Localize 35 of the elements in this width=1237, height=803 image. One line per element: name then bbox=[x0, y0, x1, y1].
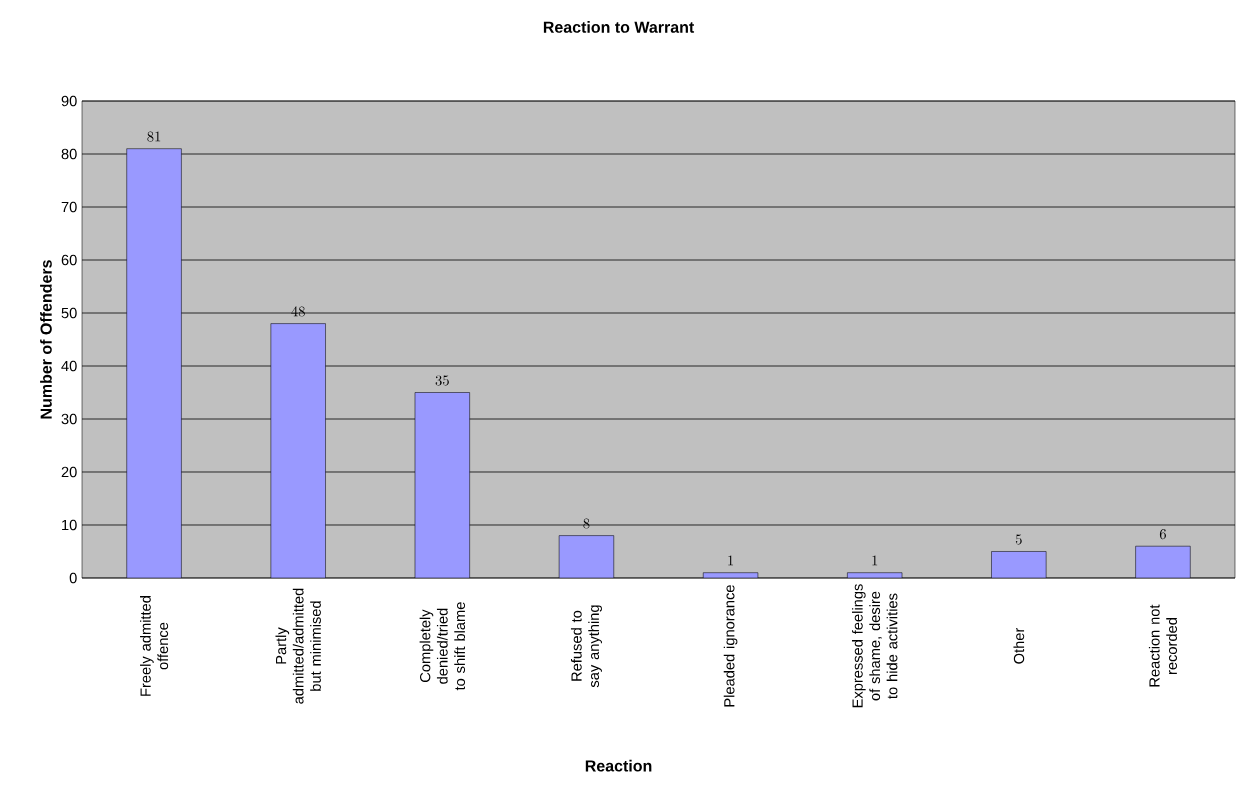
y-tick-label: 40 bbox=[61, 360, 77, 372]
data-label: 35 bbox=[435, 375, 449, 386]
data-label: 48 bbox=[291, 306, 305, 317]
x-tick-label: Reaction not recorded bbox=[1148, 604, 1177, 687]
y-tick-label: 80 bbox=[61, 148, 77, 160]
x-tick-label: Partly admitted/admitted but minimised bbox=[275, 588, 321, 704]
bar bbox=[991, 551, 1047, 578]
y-tick-label: 70 bbox=[61, 201, 77, 213]
y-tick-label: 60 bbox=[61, 254, 77, 266]
data-label: 1 bbox=[872, 555, 878, 566]
data-label: 81 bbox=[147, 131, 161, 142]
y-tick-label: 10 bbox=[62, 519, 77, 531]
data-label: 5 bbox=[1015, 534, 1022, 545]
bar bbox=[1135, 545, 1191, 578]
x-tick-label: Completely denied/tried to shift blame bbox=[419, 602, 466, 691]
y-tick-label: 50 bbox=[61, 307, 77, 319]
data-label: 6 bbox=[1159, 529, 1166, 540]
y-tick-label: 20 bbox=[61, 466, 77, 478]
x-tick-label: Expressed feelings of shame, desire to hide activities bbox=[851, 584, 898, 708]
y-axis-title: Number of Offenders bbox=[40, 260, 52, 419]
x-tick-label: Freely admitted offence bbox=[140, 596, 169, 696]
y-tick-label: 0 bbox=[69, 572, 77, 584]
bar bbox=[414, 392, 470, 578]
bar bbox=[270, 323, 326, 578]
y-tick-label: 90 bbox=[61, 95, 77, 107]
bar bbox=[558, 535, 615, 578]
x-tick-label: Refused to say anything bbox=[570, 605, 602, 688]
chart-title: Reaction to Warrant bbox=[543, 21, 695, 33]
bar bbox=[126, 148, 182, 578]
y-tick-label: 30 bbox=[61, 413, 77, 425]
x-axis-title: Reaction bbox=[585, 759, 652, 772]
x-tick-label: Pleaded ignorance bbox=[723, 585, 738, 707]
data-label: 1 bbox=[728, 555, 734, 566]
x-tick-label: Other bbox=[1013, 627, 1025, 664]
data-label: 8 bbox=[583, 518, 590, 529]
